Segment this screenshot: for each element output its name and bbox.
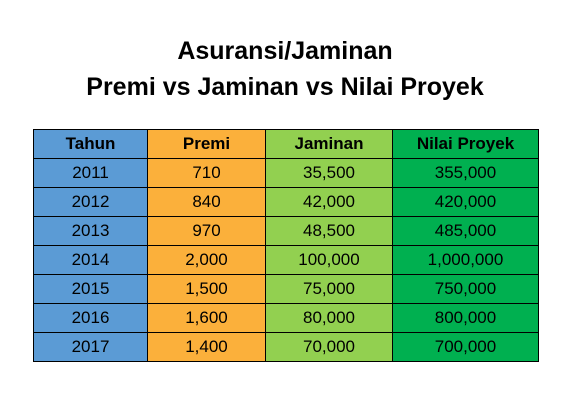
cell-nilai-proyek: 420,000	[392, 187, 539, 217]
table-row: 2015 1,500 75,000 750,000	[33, 274, 539, 304]
cell-premi: 970	[147, 216, 266, 246]
cell-jaminan: 35,500	[265, 158, 393, 188]
cell-premi: 2,000	[147, 245, 266, 275]
header-row: Tahun Premi Jaminan Nilai Proyek	[33, 129, 539, 159]
cell-premi: 1,400	[147, 332, 266, 362]
cell-jaminan: 80,000	[265, 303, 393, 333]
chart-title-line2: Premi vs Jaminan vs Nilai Proyek	[86, 73, 484, 101]
header-tahun: Tahun	[33, 129, 148, 159]
cell-premi: 840	[147, 187, 266, 217]
table-row: 2016 1,600 80,000 800,000	[33, 303, 539, 333]
cell-jaminan: 42,000	[265, 187, 393, 217]
header-premi: Premi	[147, 129, 266, 159]
cell-nilai-proyek: 700,000	[392, 332, 539, 362]
chart-title-line1: Asuransi/Jaminan	[177, 37, 393, 65]
cell-premi: 710	[147, 158, 266, 188]
table-row: 2017 1,400 70,000 700,000	[33, 332, 539, 362]
cell-jaminan: 70,000	[265, 332, 393, 362]
header-jaminan: Jaminan	[265, 129, 393, 159]
cell-premi: 1,600	[147, 303, 266, 333]
cell-tahun: 2013	[33, 216, 148, 246]
cell-jaminan: 75,000	[265, 274, 393, 304]
table-row: 2013 970 48,500 485,000	[33, 216, 539, 246]
header-nilai-proyek: Nilai Proyek	[392, 129, 539, 159]
table-row: 2011 710 35,500 355,000	[33, 158, 539, 188]
cell-nilai-proyek: 750,000	[392, 274, 539, 304]
cell-tahun: 2011	[33, 158, 148, 188]
table-body: 2011 710 35,500 355,000 2012 840 42,000 420,000…	[33, 158, 539, 362]
table-row: 2014 2,000 100,000 1,000,000	[33, 245, 539, 275]
cell-tahun: 2012	[33, 187, 148, 217]
cell-tahun: 2014	[33, 245, 148, 275]
cell-nilai-proyek: 800,000	[392, 303, 539, 333]
cell-jaminan: 48,500	[265, 216, 393, 246]
cell-nilai-proyek: 1,000,000	[392, 245, 539, 275]
cell-premi: 1,500	[147, 274, 266, 304]
data-table: Tahun Premi Jaminan Nilai Proyek 2011 710…	[33, 129, 539, 362]
cell-tahun: 2017	[33, 332, 148, 362]
cell-tahun: 2016	[33, 303, 148, 333]
cell-nilai-proyek: 355,000	[392, 158, 539, 188]
cell-tahun: 2015	[33, 274, 148, 304]
table-row: 2012 840 42,000 420,000	[33, 187, 539, 217]
cell-jaminan: 100,000	[265, 245, 393, 275]
cell-nilai-proyek: 485,000	[392, 216, 539, 246]
